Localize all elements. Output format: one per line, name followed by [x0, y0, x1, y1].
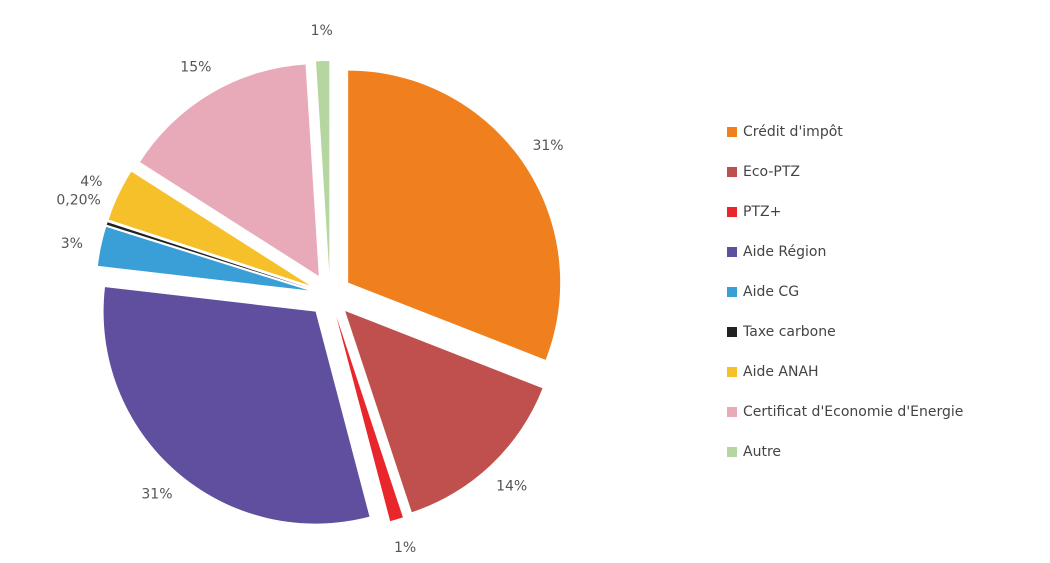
data-label: 15%: [180, 60, 211, 76]
pie-slice: [97, 226, 309, 291]
pie-slice: [106, 222, 310, 289]
legend-label: Eco-PTZ: [743, 164, 800, 180]
data-label: 14%: [496, 479, 527, 495]
data-label: 31%: [141, 486, 172, 502]
legend-label: Aide CG: [743, 284, 799, 300]
legend: Crédit d'impôt Eco-PTZ PTZ+ Aide Région Aide…: [727, 124, 963, 460]
data-label: 1%: [311, 23, 333, 39]
pie-slice: [140, 64, 319, 277]
legend-label: Autre: [743, 444, 781, 460]
legend-swatch: [727, 287, 737, 297]
legend-swatch: [727, 127, 737, 137]
legend-label: Aide ANAH: [743, 364, 819, 380]
pie-slice: [108, 171, 311, 286]
data-label: 3%: [61, 236, 83, 252]
legend-label: Taxe carbone: [742, 324, 836, 340]
legend-swatch: [727, 207, 737, 217]
legend-swatch: [727, 407, 737, 417]
data-label: 31%: [532, 138, 563, 154]
legend-label: PTZ+: [743, 204, 781, 220]
data-label: 1%: [394, 540, 416, 556]
pie-slice: [345, 310, 543, 513]
legend-swatch: [727, 367, 737, 377]
pie-slice: [336, 316, 403, 522]
data-label: 0,20%: [56, 192, 100, 208]
legend-label: Aide Région: [743, 244, 826, 260]
legend-swatch: [727, 447, 737, 457]
pie-slice: [316, 61, 330, 274]
legend-swatch: [727, 167, 737, 177]
legend-label: Certificat d'Economie d'Energie: [743, 404, 963, 420]
data-label: 4%: [80, 174, 102, 190]
pie-slice: [348, 70, 561, 360]
legend-swatch: [727, 327, 737, 337]
legend-label: Crédit d'impôt: [743, 124, 843, 140]
pie-slice: [103, 287, 370, 524]
legend-swatch: [727, 247, 737, 257]
